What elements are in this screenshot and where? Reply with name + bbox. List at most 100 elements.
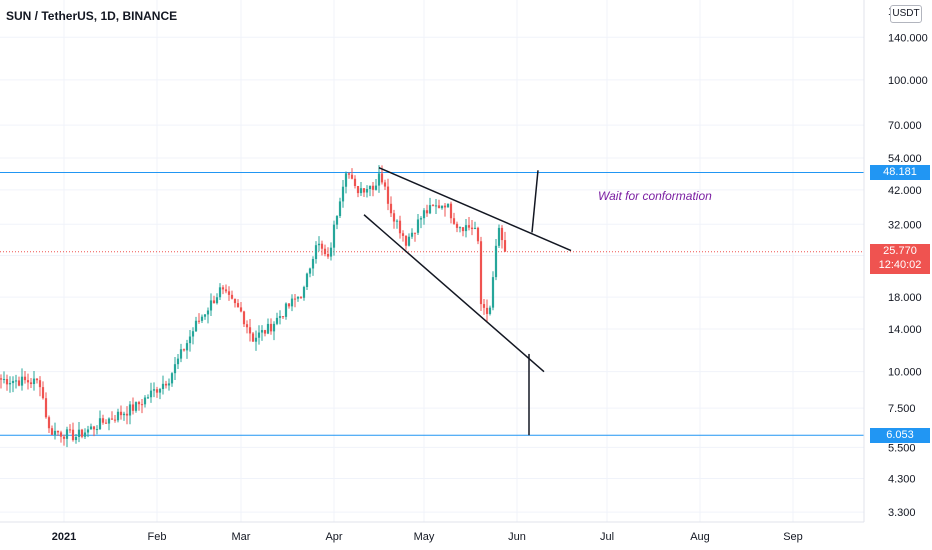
candle-body xyxy=(131,404,135,411)
candle-body xyxy=(170,373,174,384)
candle-body xyxy=(98,418,102,430)
candle-body xyxy=(158,389,162,393)
candle-body xyxy=(11,380,15,384)
candle-body xyxy=(104,422,108,424)
candle-body xyxy=(317,243,321,246)
x-tick-label: Jul xyxy=(600,531,614,543)
candle-body xyxy=(113,419,117,421)
y-tick-label: 5.500 xyxy=(888,442,916,454)
candle-body xyxy=(257,332,261,338)
candle-body xyxy=(359,188,363,194)
candle-body xyxy=(332,224,336,248)
x-tick-label: Apr xyxy=(325,531,342,543)
candle-body xyxy=(140,404,144,406)
candle-body xyxy=(194,320,198,332)
candle-body xyxy=(68,429,72,431)
candle-body xyxy=(242,311,246,325)
candle-body xyxy=(221,287,225,290)
candle-body xyxy=(488,307,492,314)
candle-body xyxy=(302,287,306,298)
x-tick-label: Aug xyxy=(690,531,710,543)
candle-body xyxy=(5,378,9,385)
candle-body xyxy=(329,247,333,257)
candle-body xyxy=(137,402,141,405)
y-tick-label: 32.000 xyxy=(888,219,922,231)
candle-body xyxy=(83,432,87,437)
candle-body xyxy=(398,220,402,234)
candle-body xyxy=(32,378,36,385)
candle-body xyxy=(29,382,33,385)
candle-body xyxy=(35,378,39,381)
currency-button[interactable]: USDT xyxy=(890,5,922,23)
candle-body xyxy=(251,333,255,342)
candle-body xyxy=(56,430,60,433)
horizontal-lines xyxy=(0,171,864,436)
x-tick-label: Mar xyxy=(232,531,251,543)
candle-body xyxy=(431,205,435,207)
x-tick-label: Jun xyxy=(508,531,526,543)
candle-body xyxy=(467,225,471,228)
candle-body xyxy=(404,235,408,246)
candle-body xyxy=(89,426,93,430)
candle-body xyxy=(116,411,120,421)
candle-body xyxy=(122,413,126,416)
candle-body xyxy=(422,210,426,219)
candle-body xyxy=(461,227,465,232)
candle-body xyxy=(386,186,390,204)
candle-body xyxy=(308,268,312,274)
candle-body xyxy=(356,185,360,194)
candle-body xyxy=(437,205,441,209)
candle-body xyxy=(383,182,387,187)
candle-body xyxy=(50,428,54,435)
bar-countdown: 12:40:02 xyxy=(878,258,922,271)
candle-body xyxy=(188,336,192,344)
candle-body xyxy=(218,287,222,298)
candle-body xyxy=(503,240,507,252)
candle-body xyxy=(149,390,153,398)
candle-body xyxy=(344,173,348,187)
candle-body xyxy=(107,418,111,424)
candle-body xyxy=(125,413,129,416)
x-tick-label: Sep xyxy=(783,531,803,543)
symbol-title: SUN / TetherUS, 1D, BINANCE xyxy=(6,9,178,23)
candle-body xyxy=(314,245,318,260)
price-axis[interactable]: 140.000100.00070.00054.00042.00032.00025… xyxy=(888,32,928,519)
candle-body xyxy=(227,291,231,295)
candle-body xyxy=(479,241,483,305)
candle-body xyxy=(326,254,330,257)
candle-body xyxy=(200,316,204,321)
y-tick-label: 18.000 xyxy=(888,292,922,304)
candle-body xyxy=(407,236,411,246)
trendline xyxy=(378,167,572,252)
annotation-text[interactable]: Wait for conformation xyxy=(598,189,712,203)
candle-body xyxy=(95,429,99,431)
candle-body xyxy=(449,203,453,219)
chart-grid xyxy=(0,0,864,522)
candle-body xyxy=(182,349,186,351)
candle-body xyxy=(185,343,189,351)
candle-body xyxy=(23,376,27,381)
candle-body xyxy=(65,429,69,439)
candle-body xyxy=(101,418,105,423)
candle-body xyxy=(167,383,171,386)
candle-body xyxy=(452,218,456,224)
candle-body xyxy=(176,358,180,365)
time-axis[interactable]: 2021 Feb Mar Apr May Jun Jul Aug Sep xyxy=(52,531,803,543)
candle-body xyxy=(416,219,420,233)
candle-body xyxy=(74,436,78,441)
trendlines xyxy=(363,167,572,436)
candle-body xyxy=(161,383,165,390)
candle-body xyxy=(335,216,339,225)
candle-body xyxy=(410,232,414,237)
candle-body xyxy=(215,297,219,304)
candle-body xyxy=(110,418,114,420)
candle-body xyxy=(44,398,48,418)
y-tick-label: 4.300 xyxy=(888,474,916,486)
candle-body xyxy=(320,243,324,249)
candle-body xyxy=(311,259,315,269)
candle-body xyxy=(155,389,159,393)
candle-body xyxy=(494,245,498,278)
candle-body xyxy=(278,316,282,318)
candle-body xyxy=(119,411,123,416)
